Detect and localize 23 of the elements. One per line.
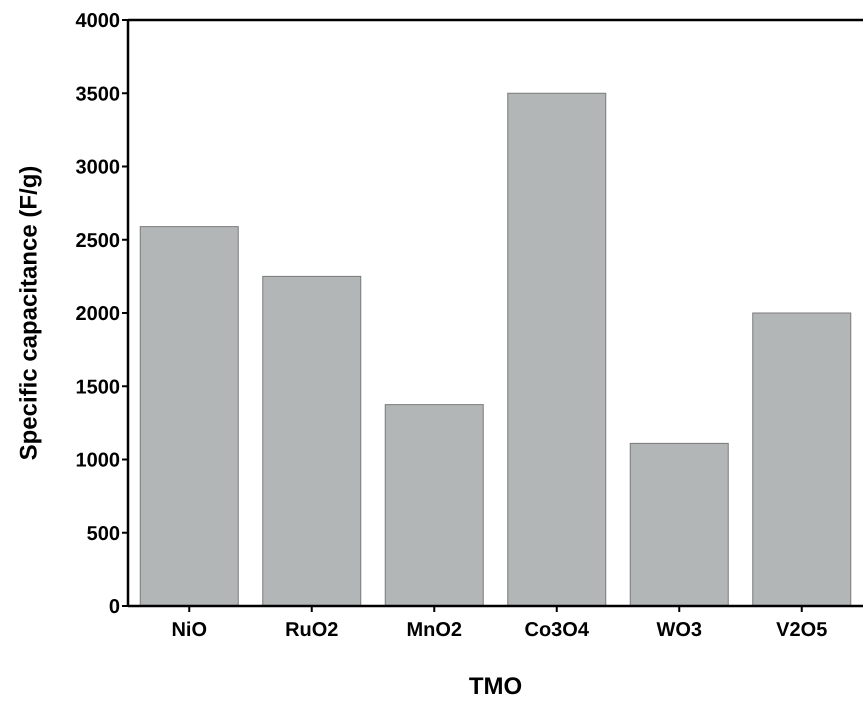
- bar: [752, 312, 852, 606]
- x-tick-label: Co3O4: [524, 619, 590, 642]
- bar: [140, 226, 239, 606]
- bar: [384, 404, 484, 606]
- x-tick-label: NiO: [171, 619, 208, 642]
- x-tick-label: WO3: [656, 619, 702, 642]
- y-tick-label: 1000: [76, 450, 120, 472]
- y-tick-label: 500: [86, 522, 120, 545]
- y-tick-label: 4000: [76, 10, 120, 32]
- y-tick-label: 0: [108, 596, 120, 618]
- y-tick-label: 2500: [76, 230, 120, 252]
- y-tick-label: 1500: [76, 376, 120, 398]
- y-tick-label: 3500: [76, 83, 120, 106]
- bar: [507, 92, 606, 606]
- x-tick-label: MnO2: [406, 619, 462, 642]
- bar: [630, 442, 729, 606]
- x-tick-label: RuO2: [285, 619, 338, 642]
- y-tick-label: 2000: [76, 303, 120, 326]
- x-tick-label: V2O5: [776, 619, 828, 642]
- bar: [262, 276, 362, 606]
- y-tick-label: 3000: [76, 156, 120, 179]
- y-axis-title: Specific capacitance (F/g): [16, 166, 43, 460]
- x-axis-title: TMO: [468, 673, 522, 700]
